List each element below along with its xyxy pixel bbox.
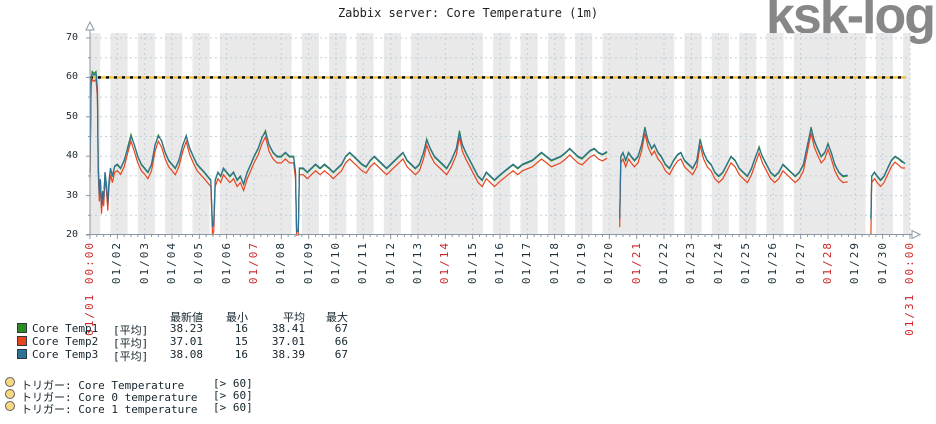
x-tick-label: 01/27 bbox=[793, 241, 807, 285]
series-swatch-red bbox=[17, 336, 27, 346]
y-tick-label: 50 bbox=[65, 110, 78, 122]
series-avg-value: 38.39 bbox=[271, 348, 305, 361]
x-tick-label: 01/05 bbox=[192, 241, 206, 285]
x-tick-label: 01/20 bbox=[602, 241, 616, 285]
x-tick-label: 01/03 bbox=[137, 241, 151, 285]
series-mode: [平均] bbox=[113, 324, 149, 337]
x-tick-label: 01/28 bbox=[821, 241, 834, 285]
series-last-value: 37.01 bbox=[169, 335, 203, 348]
x-tick-label: 01/06 bbox=[219, 241, 233, 285]
x-tick-label: 01/30 bbox=[875, 241, 889, 285]
trigger-marker-icon bbox=[5, 401, 15, 411]
chart-plot bbox=[85, 20, 922, 240]
legend-header-avg: 平均 bbox=[283, 311, 305, 324]
x-tick-label: 01/19 bbox=[575, 241, 588, 285]
series-name: Core Temp1 bbox=[32, 322, 99, 335]
x-tick-label: 01/02 bbox=[110, 241, 124, 285]
trigger-marker-icon bbox=[5, 377, 15, 387]
x-tick-label: 01/21 bbox=[629, 241, 643, 285]
trigger-condition: [> 60] bbox=[213, 389, 253, 402]
x-tick-label: 01/22 bbox=[657, 241, 670, 285]
x-tick-label: 01/31 00:00 bbox=[903, 241, 916, 336]
series-avg-value: 38.41 bbox=[271, 322, 305, 335]
x-tick-label: 01/11 bbox=[356, 241, 370, 285]
series-max-value: 67 bbox=[334, 348, 348, 361]
trigger-condition: [> 60] bbox=[213, 377, 253, 390]
x-tick-label: 01/15 bbox=[465, 241, 479, 285]
x-tick-label: 01/04 bbox=[165, 241, 178, 285]
series-swatch-blue bbox=[17, 349, 27, 359]
series-min-value: 15 bbox=[234, 335, 248, 348]
x-tick-label: 01/10 bbox=[329, 241, 342, 285]
legend-header-min: 最小 bbox=[226, 311, 248, 324]
y-tick-label: 40 bbox=[65, 150, 78, 162]
series-swatch-green bbox=[17, 323, 27, 333]
y-tick-label: 20 bbox=[65, 229, 78, 240]
y-tick-label: 70 bbox=[65, 32, 78, 43]
x-tick-label: 01/09 bbox=[301, 241, 315, 285]
trigger-condition: [> 60] bbox=[213, 401, 253, 414]
legend-header-max: 最大 bbox=[326, 311, 348, 324]
y-tick-label: 30 bbox=[65, 189, 78, 201]
x-tick-label: 01/18 bbox=[547, 241, 561, 285]
x-tick-label: 01/07 bbox=[247, 241, 260, 285]
trigger-marker-icon bbox=[5, 389, 15, 399]
x-tick-label: 01/14 bbox=[438, 241, 452, 285]
x-tick-label: 01/24 bbox=[711, 241, 725, 285]
series-mode: [平均] bbox=[113, 337, 149, 350]
x-tick-label: 01/25 bbox=[739, 241, 752, 285]
series-min-value: 16 bbox=[234, 322, 248, 335]
x-tick-label: 01/13 bbox=[411, 241, 424, 285]
series-max-value: 66 bbox=[334, 335, 348, 348]
x-tick-label: 01/12 bbox=[383, 241, 397, 285]
series-name: Core Temp2 bbox=[32, 335, 99, 348]
series-mode: [平均] bbox=[113, 350, 149, 363]
x-tick-label: 01/26 bbox=[766, 241, 780, 285]
series-name: Core Temp3 bbox=[32, 348, 99, 361]
y-tick-label: 60 bbox=[65, 71, 78, 83]
trigger-label: トリガー: Core 1 temperature bbox=[21, 403, 198, 416]
x-tick-label: 01/17 bbox=[520, 241, 534, 285]
trigger-label: トリガー: Core 0 temperature bbox=[21, 391, 198, 404]
series-last-value: 38.23 bbox=[169, 322, 203, 335]
series-min-value: 16 bbox=[234, 348, 248, 361]
series-last-value: 38.08 bbox=[169, 348, 203, 361]
x-tick-label: 01/23 bbox=[684, 241, 698, 285]
series-avg-value: 37.01 bbox=[271, 335, 305, 348]
chart-title: Zabbix server: Core Temperature (1m) bbox=[337, 6, 599, 20]
trigger-label: トリガー: Core Temperature bbox=[21, 379, 185, 392]
legend-header-last: 最新値 bbox=[170, 311, 203, 324]
x-tick-label: 01/29 bbox=[848, 241, 862, 285]
series-max-value: 67 bbox=[334, 322, 348, 335]
x-tick-label: 01/16 bbox=[493, 241, 506, 285]
x-tick-label: 01/08 bbox=[274, 241, 288, 285]
